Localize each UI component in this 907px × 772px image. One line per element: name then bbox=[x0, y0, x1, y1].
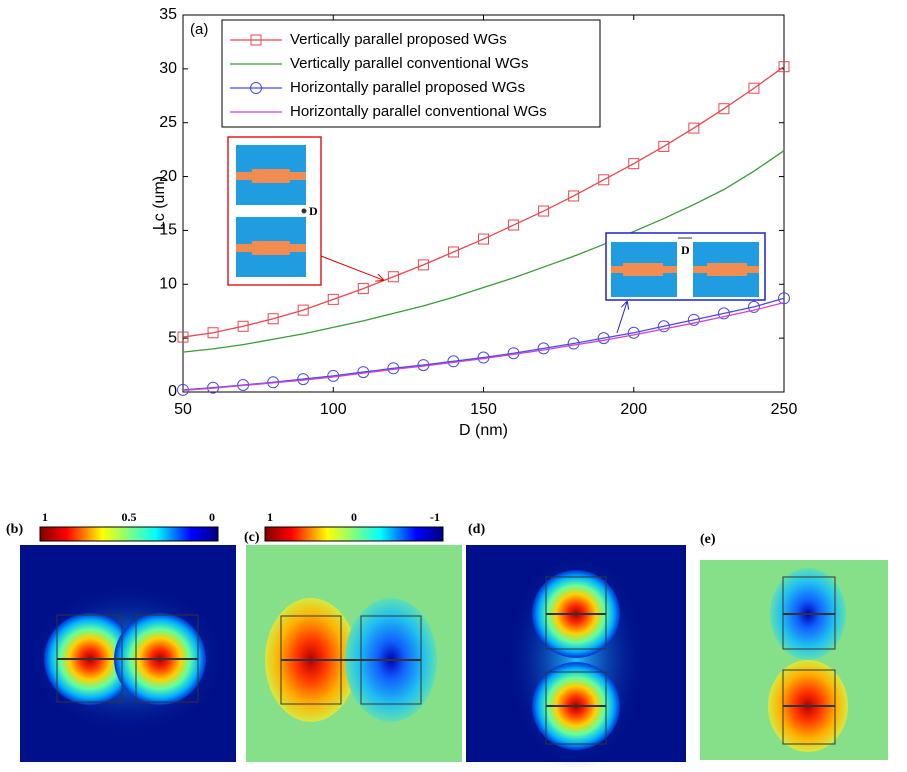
y-tick-label: 20 bbox=[159, 168, 177, 185]
colorbar-tick: 1 bbox=[267, 510, 273, 524]
panel-label: (d) bbox=[468, 522, 485, 537]
marker bbox=[598, 174, 610, 186]
legend-label: Vertically parallel proposed WGs bbox=[290, 31, 507, 48]
marker bbox=[267, 313, 279, 325]
y-tick-label: 30 bbox=[159, 60, 177, 77]
field-panel-e: (e) bbox=[700, 532, 888, 760]
marker bbox=[657, 320, 670, 333]
y-tick-label: 15 bbox=[159, 222, 177, 239]
marker bbox=[478, 233, 489, 245]
colorbar-tick: 0 bbox=[209, 510, 215, 524]
marker bbox=[237, 320, 249, 332]
legend-marker bbox=[250, 34, 262, 46]
y-tick-label: 25 bbox=[159, 114, 177, 131]
legend-box bbox=[221, 19, 601, 128]
panel-label: (b) bbox=[6, 522, 23, 537]
marker bbox=[508, 219, 520, 231]
marker bbox=[687, 313, 700, 326]
marker bbox=[327, 293, 339, 305]
colorbar-tick: 0.5 bbox=[122, 510, 137, 524]
y-tick-label: 5 bbox=[168, 329, 177, 346]
field-panel-b: 1 0.5 0 (b) bbox=[6, 510, 236, 762]
y-tick-label: 10 bbox=[159, 276, 177, 293]
legend: Vertically parallel proposed WGs Vertical… bbox=[221, 19, 601, 128]
marker bbox=[778, 292, 790, 305]
marker bbox=[627, 326, 640, 339]
field-panel-c: 1 0 -1 (c) bbox=[244, 510, 462, 762]
x-tick-label: 250 bbox=[771, 401, 798, 418]
y-tick-label: 0 bbox=[168, 383, 177, 400]
legend-marker bbox=[250, 82, 262, 94]
series-line bbox=[182, 297, 785, 391]
x-tick-label: 50 bbox=[174, 401, 192, 418]
series-line bbox=[182, 66, 785, 338]
marker bbox=[537, 342, 550, 355]
inset-horizontal: D bbox=[605, 232, 766, 334]
colorbar-tick: -1 bbox=[430, 510, 440, 524]
marker bbox=[718, 103, 730, 115]
marker bbox=[387, 271, 399, 283]
marker bbox=[357, 283, 369, 295]
marker bbox=[748, 82, 760, 94]
inset-label: D bbox=[309, 204, 318, 218]
marker bbox=[717, 307, 730, 320]
annotation: (a) bbox=[190, 21, 208, 38]
series-line bbox=[182, 150, 785, 353]
inset-vertical: D bbox=[227, 136, 383, 286]
marker bbox=[568, 190, 580, 202]
marker bbox=[177, 331, 189, 343]
marker bbox=[297, 304, 309, 316]
legend-label: Vertically parallel conventional WGs bbox=[290, 55, 528, 72]
inset-label: D bbox=[681, 243, 690, 257]
marker bbox=[567, 337, 580, 350]
marker bbox=[207, 327, 219, 339]
colorbar-tick: 0 bbox=[351, 510, 357, 524]
panel-label: (c) bbox=[244, 530, 260, 545]
x-tick-label: 200 bbox=[620, 401, 647, 418]
marker bbox=[628, 158, 640, 170]
colorbar-tick: 1 bbox=[42, 510, 48, 524]
field-panel-d: (d) bbox=[466, 522, 686, 770]
marker bbox=[778, 61, 790, 73]
marker bbox=[688, 122, 700, 134]
x-tick-label: 100 bbox=[320, 401, 347, 418]
panel-label: (e) bbox=[700, 532, 716, 547]
marker bbox=[597, 332, 610, 345]
marker bbox=[658, 140, 670, 152]
x-axis-label: D (nm) bbox=[459, 422, 508, 439]
legend-label: Horizontally parallel conventional WGs bbox=[290, 103, 547, 120]
marker bbox=[447, 246, 459, 258]
marker bbox=[417, 259, 429, 271]
marker bbox=[538, 205, 550, 217]
series-line bbox=[182, 301, 785, 392]
marker bbox=[747, 300, 760, 313]
y-tick-label: 35 bbox=[159, 6, 177, 23]
legend-label: Horizontally parallel proposed WGs bbox=[290, 79, 525, 96]
y-axis-label: Lc (um) bbox=[151, 176, 168, 230]
x-tick-label: 150 bbox=[470, 401, 497, 418]
